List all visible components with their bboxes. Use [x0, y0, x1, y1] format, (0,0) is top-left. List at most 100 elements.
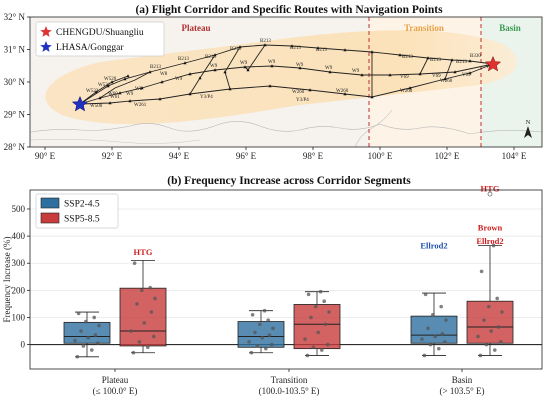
data-point	[309, 315, 313, 320]
data-point	[303, 337, 307, 341]
map-y-tick-label: 29° N	[4, 110, 26, 120]
outlier-annotation: Ellrod2	[476, 236, 503, 246]
map-y-tick-label: 31° N	[4, 45, 26, 55]
data-point	[249, 350, 254, 355]
data-point	[73, 338, 77, 343]
data-point	[495, 296, 500, 301]
legend-chengdu-label: CHENGDU/Shuangliu	[56, 28, 144, 38]
route-label: B213	[402, 55, 413, 60]
route-label: W9	[296, 63, 304, 68]
nav-point-icon	[228, 87, 232, 91]
chart-title: (b) Frequency Increase across Corridor S…	[167, 175, 411, 187]
flight-corridor	[45, 30, 518, 125]
route-label: W522	[86, 89, 99, 94]
route-label: W9	[352, 69, 360, 74]
route-label: W9	[325, 66, 333, 71]
data-point	[489, 329, 494, 333]
plot-frame	[29, 189, 543, 370]
province-border	[30, 121, 542, 135]
nav-point-icon	[268, 84, 272, 88]
data-point	[420, 337, 424, 341]
nav-point-icon	[198, 76, 202, 80]
data-point	[326, 342, 330, 347]
lhasa-legend-icon	[40, 41, 52, 52]
data-point	[264, 346, 268, 351]
nav-point-icon	[213, 53, 217, 57]
data-point	[84, 319, 88, 324]
box-SSP2-4.5	[237, 321, 285, 348]
data-point	[137, 340, 142, 344]
data-point	[496, 325, 501, 329]
data-point	[491, 243, 496, 248]
nav-point-icon	[126, 74, 130, 78]
nav-point-icon	[148, 70, 152, 74]
data-point	[97, 323, 101, 328]
route-w260	[79, 63, 494, 105]
y-tick-label: 100	[12, 312, 26, 322]
y-axis-label: Frequency Increase (%)	[2, 237, 12, 323]
data-point	[437, 346, 441, 351]
nav-point-icon	[123, 77, 127, 81]
data-point	[129, 329, 133, 333]
route-label: W61	[110, 95, 120, 100]
data-point	[266, 318, 271, 322]
data-point	[146, 345, 150, 350]
nav-point-icon	[360, 73, 364, 77]
route-label: B213	[178, 57, 189, 62]
route-label: Y3/P4	[296, 98, 309, 103]
route-w61	[99, 71, 151, 99]
data-point	[152, 334, 156, 339]
data-point	[153, 296, 157, 301]
chengdu-legend-icon	[40, 26, 52, 37]
north-arrow-icon	[524, 126, 532, 138]
data-point	[320, 348, 324, 352]
nav-point-icon	[223, 70, 227, 74]
map-y-tick-label: 30° N	[4, 77, 26, 87]
route-label: W261	[134, 103, 147, 108]
nav-point-icon	[183, 61, 187, 65]
route-label: W8	[135, 87, 143, 92]
nav-point-icon	[158, 97, 162, 101]
data-point	[260, 336, 265, 340]
data-point	[90, 348, 94, 352]
nav-point-icon	[270, 64, 274, 68]
data-point	[255, 344, 260, 348]
route-label: W260	[292, 90, 305, 95]
box-SSP2-4.5	[410, 315, 458, 344]
route-link-5	[419, 57, 429, 75]
box-SSP2-4.5	[63, 321, 111, 344]
nav-point-icon	[343, 92, 347, 96]
nav-point-icon	[398, 53, 402, 57]
data-point	[75, 354, 80, 359]
route-label: B213	[230, 47, 241, 52]
route-label: W520	[104, 77, 117, 82]
flier-point	[487, 191, 493, 197]
legend-swatch-SSP5-8.5	[40, 212, 60, 224]
data-point	[76, 311, 81, 316]
chart-legend: SSP2-4.5 SSP5-8.5	[35, 193, 119, 229]
route-w9	[79, 63, 494, 105]
data-point	[306, 292, 311, 297]
data-point	[93, 333, 98, 337]
data-point	[433, 334, 438, 339]
x-tick-label: (100.0-103.5° E)	[259, 386, 320, 396]
route-w522	[79, 75, 129, 105]
route-label: W9	[175, 77, 183, 82]
data-point	[499, 340, 503, 344]
route-label: V69	[462, 73, 471, 78]
route-label: V69	[400, 75, 409, 80]
data-point	[267, 333, 272, 337]
data-point	[431, 312, 435, 317]
nav-point-icon	[243, 65, 247, 69]
route-label: W260	[400, 89, 413, 94]
chengdu-airport-marker	[484, 55, 502, 72]
nav-point-icon	[160, 80, 164, 84]
map-x-tick-label: 90° E	[35, 151, 56, 161]
data-point	[500, 310, 504, 314]
box-SSP5-8.5	[119, 287, 167, 347]
nav-point-icon	[188, 92, 192, 96]
route-label: B213	[316, 48, 327, 53]
map-title: (a) Flight Corridor and Specific Routes …	[135, 4, 443, 16]
